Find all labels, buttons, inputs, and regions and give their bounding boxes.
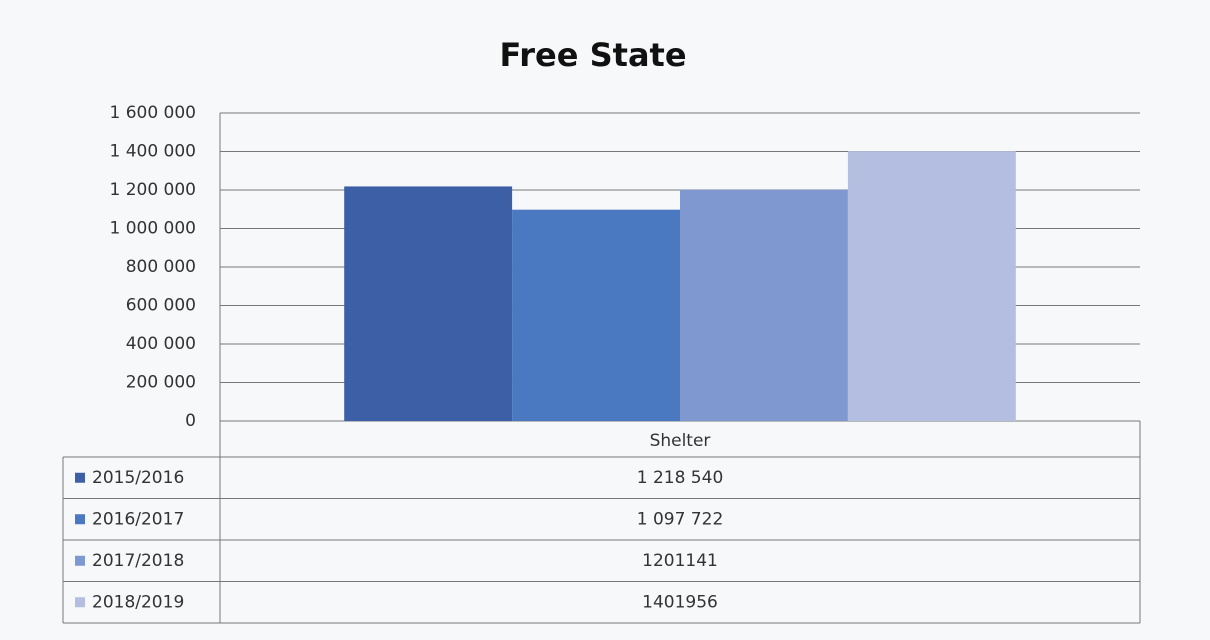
- chart-title: Free State: [499, 36, 686, 74]
- legend-key: [75, 472, 85, 483]
- y-tick-label: 800 000: [126, 257, 196, 277]
- y-tick-label: 1 200 000: [109, 180, 196, 200]
- data-table-value: 1401956: [642, 592, 718, 612]
- bar: [680, 189, 848, 421]
- y-tick-label: 1 000 000: [109, 219, 196, 239]
- data-table-value: 1201141: [642, 551, 718, 571]
- y-tick-label: 1 600 000: [109, 103, 196, 123]
- bar: [344, 186, 513, 421]
- legend-key: [75, 514, 85, 525]
- legend-label: 2016/2017: [92, 509, 184, 529]
- y-tick-label: 1 400 000: [109, 142, 196, 162]
- legend-label: 2018/2019: [92, 592, 184, 612]
- y-tick-label: 600 000: [126, 296, 196, 316]
- bar: [512, 209, 680, 421]
- category-label: Shelter: [650, 431, 711, 451]
- y-tick-label: 200 000: [126, 373, 196, 393]
- data-table-value: 1 097 722: [637, 509, 724, 529]
- bar: [847, 151, 1016, 421]
- y-tick-label: 400 000: [126, 334, 196, 354]
- legend-label: 2015/2016: [92, 468, 184, 488]
- legend-key: [75, 555, 85, 566]
- legend-key: [75, 597, 85, 608]
- y-tick-label: 0: [185, 411, 196, 431]
- legend-label: 2017/2018: [92, 551, 184, 571]
- data-table-value: 1 218 540: [637, 468, 724, 488]
